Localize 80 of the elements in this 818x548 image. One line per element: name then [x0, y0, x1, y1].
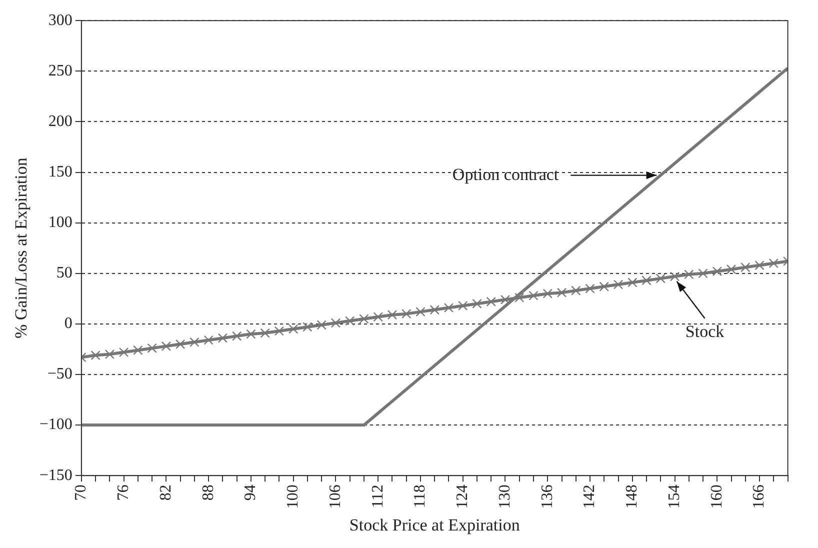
y-tick-label: 50	[56, 264, 72, 282]
point	[190, 337, 200, 347]
y-tick-label: 200	[48, 112, 72, 130]
point	[698, 268, 708, 278]
x-tick-label: 106	[326, 484, 344, 509]
x-tick-label: 148	[624, 484, 641, 509]
point	[260, 328, 270, 338]
y-tick-label: 150	[48, 163, 72, 180]
x-tick-label: 118	[412, 484, 429, 508]
x-tick-label: 160	[708, 484, 726, 509]
annotation: Stock	[685, 322, 725, 341]
point	[90, 350, 100, 360]
point	[500, 294, 510, 305]
x-axis-title: Stock Price at Expiration	[349, 515, 520, 534]
point	[556, 288, 567, 298]
point	[542, 288, 552, 298]
y-tick-label: 0	[64, 315, 72, 332]
x-tick-label: 82	[157, 484, 174, 501]
point	[528, 290, 538, 300]
x-tick-label: 88	[200, 484, 217, 501]
point	[670, 272, 680, 282]
point	[232, 331, 242, 341]
point	[104, 349, 115, 360]
point	[288, 324, 298, 334]
x-tick-label: 130	[496, 484, 514, 509]
point	[740, 262, 750, 272]
point	[373, 312, 383, 322]
point	[218, 333, 228, 343]
y-tick-label: −50	[47, 366, 72, 383]
point	[402, 308, 412, 319]
y-axis-title: % Gain/Loss at Expiration	[12, 157, 31, 339]
point	[726, 264, 736, 274]
point	[133, 345, 143, 356]
point	[754, 260, 764, 270]
point	[147, 343, 157, 354]
point	[302, 322, 312, 332]
point	[246, 329, 256, 339]
point	[175, 339, 186, 349]
annotation: Option contract	[452, 164, 559, 184]
x-tick-label: 100	[284, 484, 302, 509]
point	[599, 282, 609, 292]
point	[684, 270, 694, 280]
x-tick-label: 154	[666, 484, 683, 509]
point	[274, 326, 284, 336]
x-tick-label: 112	[369, 484, 386, 508]
y-tick-label: 100	[48, 214, 72, 232]
x-tick-label: 70	[72, 484, 90, 501]
point	[571, 286, 581, 296]
point	[768, 258, 779, 268]
point	[416, 306, 426, 317]
point	[161, 341, 172, 352]
point	[345, 316, 355, 326]
point	[514, 292, 524, 302]
x-tick-label: 142	[581, 484, 598, 509]
point	[387, 310, 398, 320]
point	[613, 280, 624, 290]
point	[330, 318, 341, 328]
point	[472, 298, 482, 309]
y-tick-label: 300	[48, 12, 72, 29]
x-tick-label: 124	[454, 484, 472, 509]
x-tick-label: 166	[750, 484, 768, 509]
point	[642, 276, 652, 286]
point	[486, 296, 496, 307]
point	[118, 347, 129, 358]
point	[712, 266, 722, 276]
x-tick-label: 136	[538, 484, 556, 509]
y-tick-label: −150	[39, 466, 72, 484]
point	[359, 314, 369, 324]
point	[628, 278, 638, 288]
point	[204, 335, 214, 345]
point	[430, 304, 440, 315]
y-tick-label: 250	[48, 62, 72, 80]
point	[585, 284, 595, 294]
point	[656, 274, 666, 284]
point	[444, 302, 454, 313]
x-tick-label: 94	[242, 484, 260, 501]
y-tick-label: −100	[39, 416, 72, 434]
point	[458, 300, 468, 311]
point	[316, 320, 326, 330]
x-tick-label: 76	[115, 484, 132, 501]
